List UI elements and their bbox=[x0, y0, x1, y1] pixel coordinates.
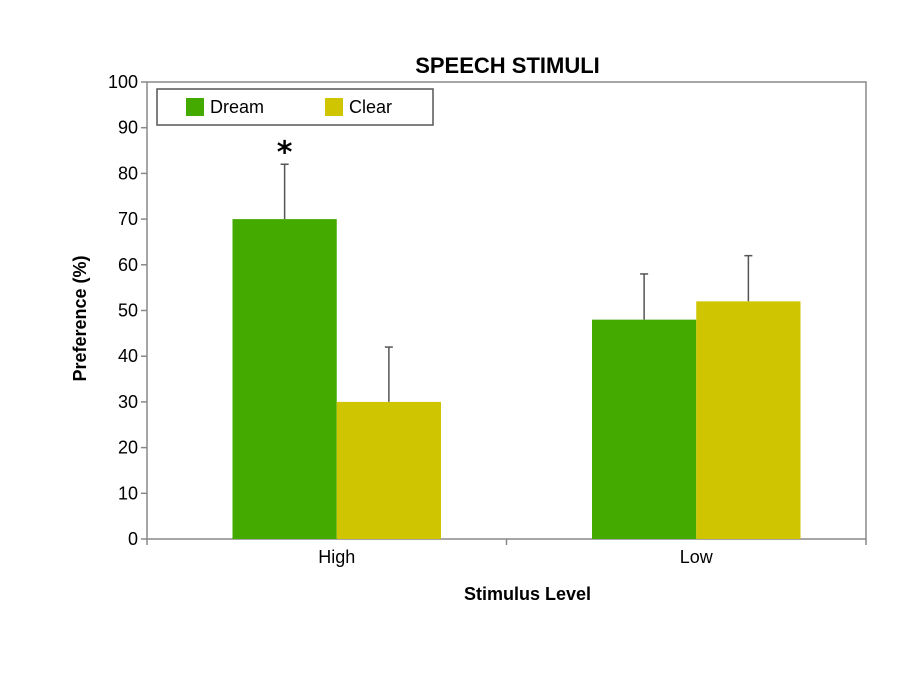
y-tick-label: 90 bbox=[118, 118, 138, 138]
x-axis-label: Stimulus Level bbox=[464, 584, 591, 604]
bar-clear-high bbox=[336, 401, 442, 539]
y-tick-label: 30 bbox=[118, 392, 138, 412]
legend-label-clear: Clear bbox=[349, 97, 392, 117]
y-axis: 0 10 20 30 40 50 60 70 80 90 100 bbox=[108, 72, 147, 549]
y-tick-label: 60 bbox=[118, 255, 138, 275]
x-axis: High Low bbox=[146, 539, 867, 567]
legend-swatch-dream bbox=[186, 98, 204, 116]
y-tick-label: 40 bbox=[118, 346, 138, 366]
y-tick-label: 70 bbox=[118, 209, 138, 229]
y-tick-label: 20 bbox=[118, 438, 138, 458]
legend-label-dream: Dream bbox=[210, 97, 264, 117]
y-tick-label: 10 bbox=[118, 483, 138, 503]
chart-title: SPEECH STIMULI bbox=[415, 53, 600, 78]
legend: Dream Clear bbox=[156, 88, 434, 126]
y-tick-label: 50 bbox=[118, 301, 138, 321]
bar-dream-low bbox=[591, 319, 697, 539]
bar-dream-high bbox=[232, 219, 337, 539]
legend-swatch-clear bbox=[325, 98, 343, 116]
error-bars bbox=[280, 163, 753, 402]
bar-clear-low bbox=[696, 301, 801, 539]
y-tick-label: 100 bbox=[108, 72, 138, 92]
annotations: * bbox=[277, 135, 293, 170]
y-tick-label: 80 bbox=[118, 163, 138, 183]
y-tick-label: 0 bbox=[128, 529, 138, 549]
x-tick-label: Low bbox=[680, 547, 714, 567]
x-tick-label: High bbox=[318, 547, 355, 567]
significance-marker: * bbox=[277, 135, 293, 170]
bars bbox=[232, 219, 801, 539]
y-axis-label: Preference (%) bbox=[70, 255, 90, 381]
